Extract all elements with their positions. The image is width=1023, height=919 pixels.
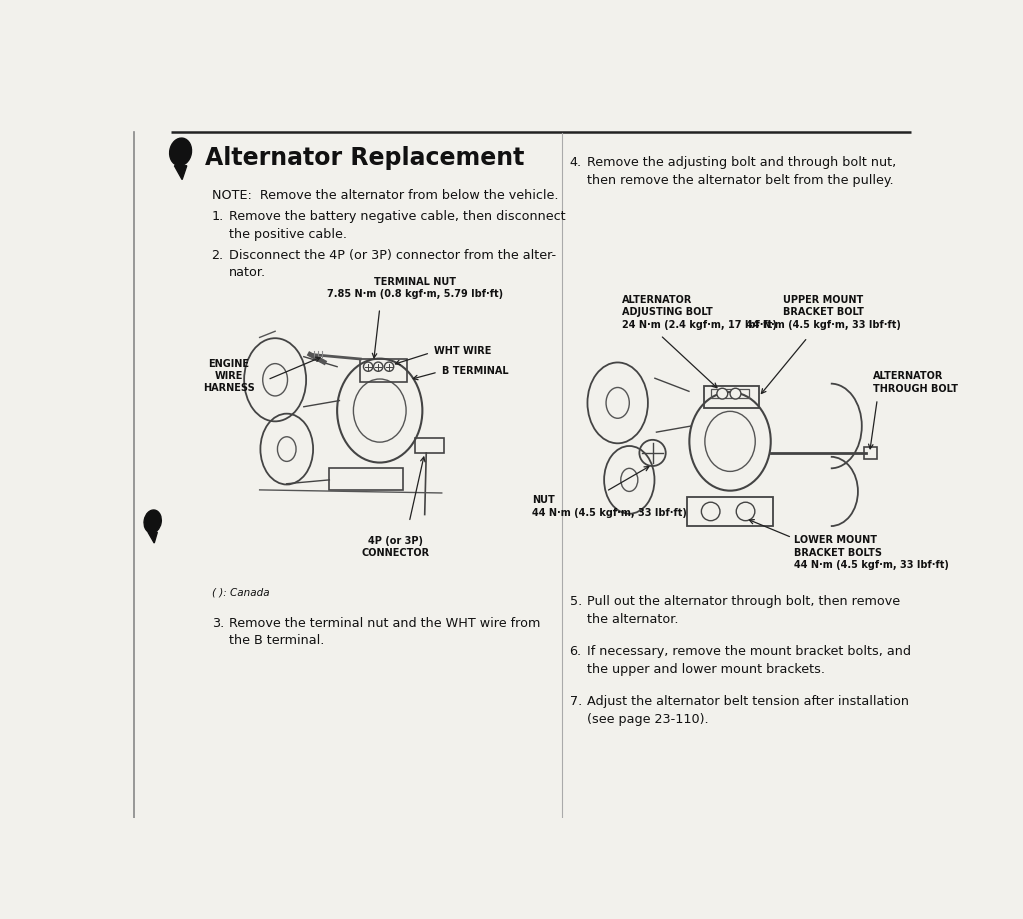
Polygon shape [174,165,187,179]
Text: WHT WIRE: WHT WIRE [434,346,491,357]
Text: 4P (or 3P)
CONNECTOR: 4P (or 3P) CONNECTOR [361,536,430,559]
Text: Pull out the alternator through bolt, then remove
the alternator.: Pull out the alternator through bolt, th… [586,596,900,626]
Text: Remove the terminal nut and the WHT wire from
the B terminal.: Remove the terminal nut and the WHT wire… [228,617,540,648]
Text: 6.: 6. [570,645,582,658]
Bar [360,359,407,382]
Text: 4.: 4. [570,156,582,169]
Text: 7.: 7. [570,696,582,709]
Circle shape [717,388,727,399]
Circle shape [363,362,372,371]
Text: ALTERNATOR
ADJUSTING BOLT
24 N·m (2.4 kgf·m, 17 lbf·ft): ALTERNATOR ADJUSTING BOLT 24 N·m (2.4 kg… [622,295,776,330]
Text: Remove the battery negative cable, then disconnect
the positive cable.: Remove the battery negative cable, then … [228,210,566,241]
Bar [414,437,444,453]
Bar [687,497,772,526]
Bar [705,386,759,407]
Text: LOWER MOUNT
BRACKET BOLTS
44 N·m (4.5 kgf·m, 33 lbf·ft): LOWER MOUNT BRACKET BOLTS 44 N·m (4.5 kg… [795,536,949,570]
Text: 5.: 5. [570,596,582,608]
Text: ( ): Canada: ( ): Canada [212,587,269,597]
Text: 3.: 3. [212,617,224,630]
Text: Alternator Replacement: Alternator Replacement [206,146,525,170]
Text: 2.: 2. [212,249,224,262]
Text: B TERMINAL: B TERMINAL [442,366,508,376]
Circle shape [385,362,394,371]
Bar [711,389,750,398]
Text: If necessary, remove the mount bracket bolts, and
the upper and lower mount brac: If necessary, remove the mount bracket b… [586,645,910,676]
Text: NUT
44 N·m (4.5 kgf·m, 33 lbf·ft): NUT 44 N·m (4.5 kgf·m, 33 lbf·ft) [532,495,687,517]
Text: Adjust the alternator belt tension after installation
(see page 23-110).: Adjust the alternator belt tension after… [586,696,908,726]
Bar [329,469,403,490]
Text: Disconnect the 4P (or 3P) connector from the alter-
nator.: Disconnect the 4P (or 3P) connector from… [228,249,555,279]
Circle shape [730,388,741,399]
Ellipse shape [144,510,162,533]
Text: NOTE:  Remove the alternator from below the vehicle.: NOTE: Remove the alternator from below t… [212,188,559,202]
Ellipse shape [170,138,191,165]
Text: Remove the adjusting bolt and through bolt nut,
then remove the alternator belt : Remove the adjusting bolt and through bo… [586,156,896,187]
Bar [864,447,877,460]
Text: ENGINE
WIRE
HARNESS: ENGINE WIRE HARNESS [203,358,255,393]
Circle shape [737,502,755,521]
Polygon shape [148,532,158,543]
Text: UPPER MOUNT
BRACKET BOLT
44 N·m (4.5 kgf·m, 33 lbf·ft): UPPER MOUNT BRACKET BOLT 44 N·m (4.5 kgf… [746,295,900,330]
Text: TERMINAL NUT
7.85 N·m (0.8 kgf·m, 5.79 lbf·ft): TERMINAL NUT 7.85 N·m (0.8 kgf·m, 5.79 l… [326,277,502,299]
Circle shape [373,362,383,371]
Text: ALTERNATOR
THROUGH BOLT: ALTERNATOR THROUGH BOLT [874,371,959,393]
Circle shape [702,502,720,521]
Text: 1.: 1. [212,210,224,223]
